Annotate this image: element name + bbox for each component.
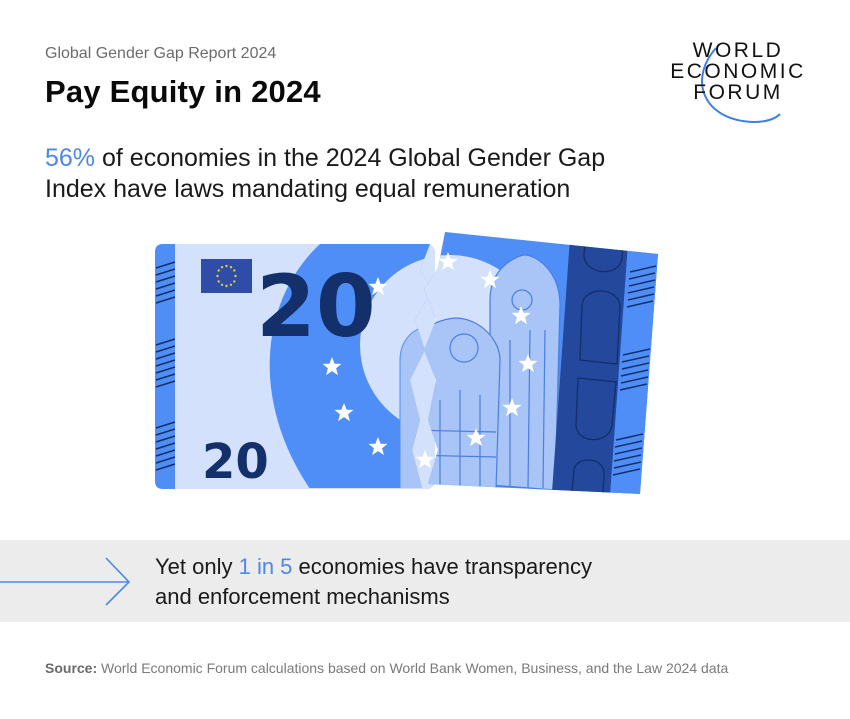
logo-arc-icon bbox=[701, 47, 781, 124]
page-title: Pay Equity in 2024 bbox=[45, 74, 321, 109]
arrow-right-icon bbox=[0, 557, 131, 606]
source-note: Source: World Economic Forum calculation… bbox=[45, 660, 728, 676]
source-label: Source: bbox=[45, 660, 98, 676]
report-eyebrow: Global Gender Gap Report 2024 bbox=[45, 45, 277, 62]
wef-logo: WORLD ECONOMIC FORUM bbox=[668, 40, 818, 130]
callout-stat: 1 in 5 bbox=[238, 554, 293, 579]
logo-line-forum: FORUM bbox=[693, 81, 783, 104]
logo-line-world: WORLD bbox=[692, 39, 784, 62]
callout-line-2: and enforcement mechanisms bbox=[155, 584, 450, 609]
callout-suffix: economies have transparency bbox=[292, 554, 593, 579]
callout-band bbox=[0, 540, 850, 622]
headline-text-2: Index have laws mandating equal remunera… bbox=[45, 175, 571, 203]
denomination-small: 20 bbox=[202, 434, 269, 490]
logo-line-economic: ECONOMIC bbox=[670, 60, 806, 83]
headline-text-1: of economies in the 2024 Global Gender G… bbox=[95, 144, 606, 172]
eu-flag-icon bbox=[201, 259, 252, 293]
source-text: World Economic Forum calculations based … bbox=[97, 660, 729, 676]
callout-text: Yet only 1 in 5 economies have transpare… bbox=[155, 552, 592, 612]
headline-stat: 56% bbox=[45, 144, 96, 172]
banknote-left-half: 20 20 bbox=[155, 244, 435, 490]
denomination-large: 20 bbox=[256, 257, 376, 357]
headline: 56% of economies in the 2024 Global Gend… bbox=[45, 143, 725, 205]
callout-prefix: Yet only bbox=[155, 554, 239, 579]
